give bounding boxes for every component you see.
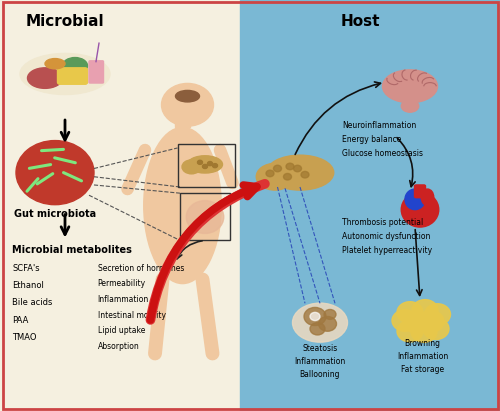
Ellipse shape	[144, 127, 221, 284]
Text: Bile acids: Bile acids	[12, 298, 53, 307]
Circle shape	[304, 307, 326, 326]
Text: Permeability: Permeability	[98, 279, 146, 289]
Circle shape	[212, 164, 218, 168]
Text: PAA: PAA	[12, 316, 29, 325]
Ellipse shape	[421, 189, 434, 206]
Circle shape	[392, 310, 418, 331]
Text: Microbial: Microbial	[26, 14, 104, 29]
Ellipse shape	[186, 201, 224, 233]
Text: Absorption: Absorption	[98, 342, 139, 351]
Circle shape	[286, 163, 294, 170]
Bar	[175, 110, 190, 127]
FancyArrowPatch shape	[295, 82, 380, 155]
Bar	[0, 0, 240, 411]
Text: Steatosis: Steatosis	[302, 344, 338, 353]
Text: Inflammation: Inflammation	[397, 352, 448, 361]
FancyArrowPatch shape	[150, 185, 257, 320]
Circle shape	[397, 321, 423, 342]
Text: Fat storage: Fat storage	[401, 365, 444, 374]
Text: Lipid uptake: Lipid uptake	[98, 326, 145, 335]
Circle shape	[404, 312, 430, 333]
Text: Browning: Browning	[404, 339, 440, 348]
Ellipse shape	[292, 303, 348, 342]
Ellipse shape	[382, 70, 438, 103]
Ellipse shape	[20, 53, 110, 95]
Circle shape	[397, 302, 423, 323]
Circle shape	[198, 160, 202, 164]
Circle shape	[310, 312, 320, 321]
Circle shape	[16, 141, 94, 205]
Text: Host: Host	[340, 14, 380, 29]
Text: Intestinal motility: Intestinal motility	[98, 311, 166, 320]
Text: Energy balance: Energy balance	[342, 135, 402, 144]
Circle shape	[266, 170, 274, 177]
Ellipse shape	[401, 192, 439, 227]
Circle shape	[202, 164, 207, 169]
Text: SCFA's: SCFA's	[12, 264, 40, 273]
Ellipse shape	[256, 164, 294, 190]
Text: Platelet hyperreactivity: Platelet hyperreactivity	[342, 246, 432, 255]
FancyBboxPatch shape	[58, 68, 88, 84]
Bar	[240, 0, 500, 411]
Circle shape	[423, 318, 449, 339]
Text: TMAO: TMAO	[12, 333, 37, 342]
Text: Ethanol: Ethanol	[12, 281, 44, 290]
Text: Glucose homeostasis: Glucose homeostasis	[342, 149, 423, 158]
Circle shape	[284, 173, 292, 180]
Ellipse shape	[176, 90, 200, 102]
Text: Autonomic dysfunction: Autonomic dysfunction	[342, 232, 431, 241]
FancyBboxPatch shape	[89, 61, 104, 83]
Text: Inflammation: Inflammation	[98, 295, 149, 304]
Circle shape	[324, 309, 336, 319]
FancyArrowPatch shape	[150, 184, 265, 320]
Text: Inflammation: Inflammation	[294, 357, 346, 366]
Circle shape	[412, 300, 438, 321]
FancyBboxPatch shape	[414, 185, 426, 198]
FancyArrowPatch shape	[397, 138, 415, 187]
Circle shape	[411, 321, 437, 342]
Circle shape	[310, 323, 325, 335]
Circle shape	[301, 171, 309, 178]
Ellipse shape	[62, 58, 88, 74]
Ellipse shape	[28, 68, 62, 88]
Text: Gut microbiota: Gut microbiota	[14, 209, 96, 219]
Circle shape	[418, 311, 444, 332]
Text: Neuroinflammation: Neuroinflammation	[342, 121, 417, 130]
Text: Microbial metabolites: Microbial metabolites	[12, 245, 132, 254]
Circle shape	[294, 165, 302, 172]
Ellipse shape	[266, 155, 334, 190]
Text: Secretion of hormones: Secretion of hormones	[98, 264, 184, 273]
Text: Thrombosis potential: Thrombosis potential	[342, 218, 424, 227]
Circle shape	[424, 304, 450, 325]
Ellipse shape	[45, 59, 65, 69]
Circle shape	[318, 316, 336, 331]
FancyArrowPatch shape	[415, 230, 422, 296]
Ellipse shape	[182, 160, 201, 174]
Circle shape	[162, 83, 214, 126]
Text: Ballooning: Ballooning	[300, 370, 340, 379]
Ellipse shape	[405, 189, 425, 210]
Ellipse shape	[401, 100, 419, 112]
Circle shape	[208, 162, 212, 166]
Circle shape	[274, 165, 281, 172]
Ellipse shape	[188, 156, 222, 173]
